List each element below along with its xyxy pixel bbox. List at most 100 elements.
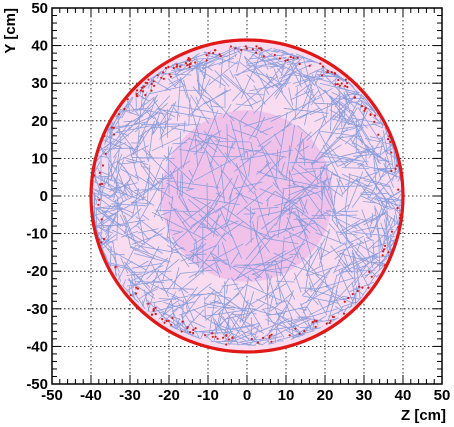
hit-point bbox=[188, 58, 192, 61]
hit-point bbox=[214, 49, 217, 52]
hit-point bbox=[244, 45, 247, 48]
hit-point bbox=[259, 47, 262, 50]
track-segments bbox=[91, 46, 403, 346]
hit-point bbox=[286, 58, 289, 62]
hit-point bbox=[311, 321, 314, 324]
x-tick-labels: -50 -40 -30 -20 -10 0 10 20 30 40 50 bbox=[41, 387, 450, 404]
hit-point bbox=[361, 286, 364, 289]
hit-point bbox=[356, 289, 359, 293]
y-tick-label: 50 bbox=[31, 0, 48, 17]
hit-point bbox=[303, 330, 306, 333]
hit-point bbox=[101, 164, 105, 167]
hit-point bbox=[326, 71, 329, 74]
hit-point bbox=[152, 309, 155, 312]
hit-point bbox=[255, 45, 258, 48]
hit-point bbox=[139, 89, 143, 92]
y-tick-labels: -50 -40 -30 -20 -10 0 10 20 30 40 50 bbox=[26, 0, 48, 393]
hit-point bbox=[136, 287, 140, 290]
hit-point bbox=[373, 120, 376, 123]
hit-point bbox=[251, 48, 254, 51]
x-tick-label: -40 bbox=[80, 387, 102, 404]
hit-point bbox=[205, 54, 208, 57]
hit-point bbox=[262, 336, 265, 339]
hit-point bbox=[192, 331, 195, 335]
hit-point bbox=[336, 83, 339, 86]
hit-point bbox=[211, 332, 214, 335]
hit-point bbox=[216, 337, 219, 340]
hit-point bbox=[338, 84, 341, 87]
hit-point bbox=[330, 71, 333, 74]
hit-point bbox=[211, 335, 214, 338]
hit-point bbox=[154, 312, 157, 316]
hit-point bbox=[102, 237, 105, 241]
hit-point bbox=[390, 169, 393, 173]
y-tick-label: -20 bbox=[26, 263, 48, 280]
hit-point bbox=[292, 56, 295, 60]
x-tick-label: -50 bbox=[41, 387, 63, 404]
hit-point bbox=[104, 152, 107, 155]
hit-point bbox=[194, 327, 197, 330]
hit-point bbox=[332, 315, 335, 319]
hit-point bbox=[328, 321, 331, 325]
hit-point bbox=[387, 251, 390, 254]
hit-point bbox=[186, 58, 189, 61]
hit-point bbox=[154, 306, 157, 309]
hit-point bbox=[142, 85, 146, 88]
hit-point bbox=[360, 105, 363, 108]
y-tick-label: -50 bbox=[26, 376, 48, 393]
hit-point bbox=[175, 65, 178, 68]
hit-point bbox=[99, 183, 102, 186]
hit-point bbox=[227, 338, 230, 341]
hit-point bbox=[225, 334, 228, 337]
hit-point bbox=[153, 84, 156, 87]
y-tick-label: 0 bbox=[40, 188, 48, 205]
x-tick-label: 40 bbox=[395, 387, 412, 404]
hit-point bbox=[308, 64, 311, 67]
hit-point bbox=[369, 113, 372, 116]
hit-point bbox=[389, 140, 392, 144]
y-tick-label: 30 bbox=[31, 75, 48, 92]
hit-point bbox=[368, 270, 371, 273]
hit-point bbox=[334, 83, 337, 86]
hit-point bbox=[382, 250, 385, 253]
hit-point bbox=[396, 207, 399, 210]
hit-point bbox=[162, 71, 165, 74]
hit-point bbox=[141, 90, 145, 93]
hit-point bbox=[351, 293, 354, 296]
hit-point bbox=[384, 244, 387, 247]
hit-point bbox=[320, 74, 324, 77]
hit-point bbox=[325, 322, 328, 325]
hit-point bbox=[172, 66, 175, 70]
hit-point bbox=[176, 63, 179, 66]
hit-point bbox=[147, 78, 150, 81]
hit-point bbox=[240, 48, 243, 52]
hit-point bbox=[192, 328, 195, 331]
hit-point bbox=[319, 62, 322, 65]
hit-point bbox=[397, 188, 400, 191]
hit-point bbox=[123, 107, 126, 111]
y-tick-label: 10 bbox=[31, 150, 48, 167]
hit-point bbox=[270, 340, 273, 343]
hit-point bbox=[164, 66, 168, 70]
hit-point bbox=[129, 294, 132, 297]
hit-point bbox=[288, 334, 291, 337]
boundary-hits bbox=[93, 45, 402, 346]
hit-point bbox=[141, 86, 144, 89]
hit-point bbox=[370, 275, 373, 278]
hit-point bbox=[363, 109, 366, 112]
y-tick-label: -10 bbox=[26, 226, 48, 243]
hit-point bbox=[346, 85, 349, 89]
hit-point bbox=[163, 321, 166, 324]
hit-point bbox=[268, 334, 271, 337]
hit-point bbox=[219, 55, 222, 58]
hit-point bbox=[134, 292, 138, 295]
hit-point bbox=[257, 47, 261, 50]
hit-point bbox=[114, 265, 117, 268]
hit-point bbox=[358, 285, 361, 288]
hit-point bbox=[152, 80, 155, 83]
hit-point bbox=[225, 343, 228, 346]
y-tick-label: -40 bbox=[26, 338, 48, 355]
hit-point bbox=[344, 78, 347, 81]
y-axis-label: Y [cm] bbox=[2, 8, 19, 54]
x-tick-label: -20 bbox=[158, 387, 180, 404]
